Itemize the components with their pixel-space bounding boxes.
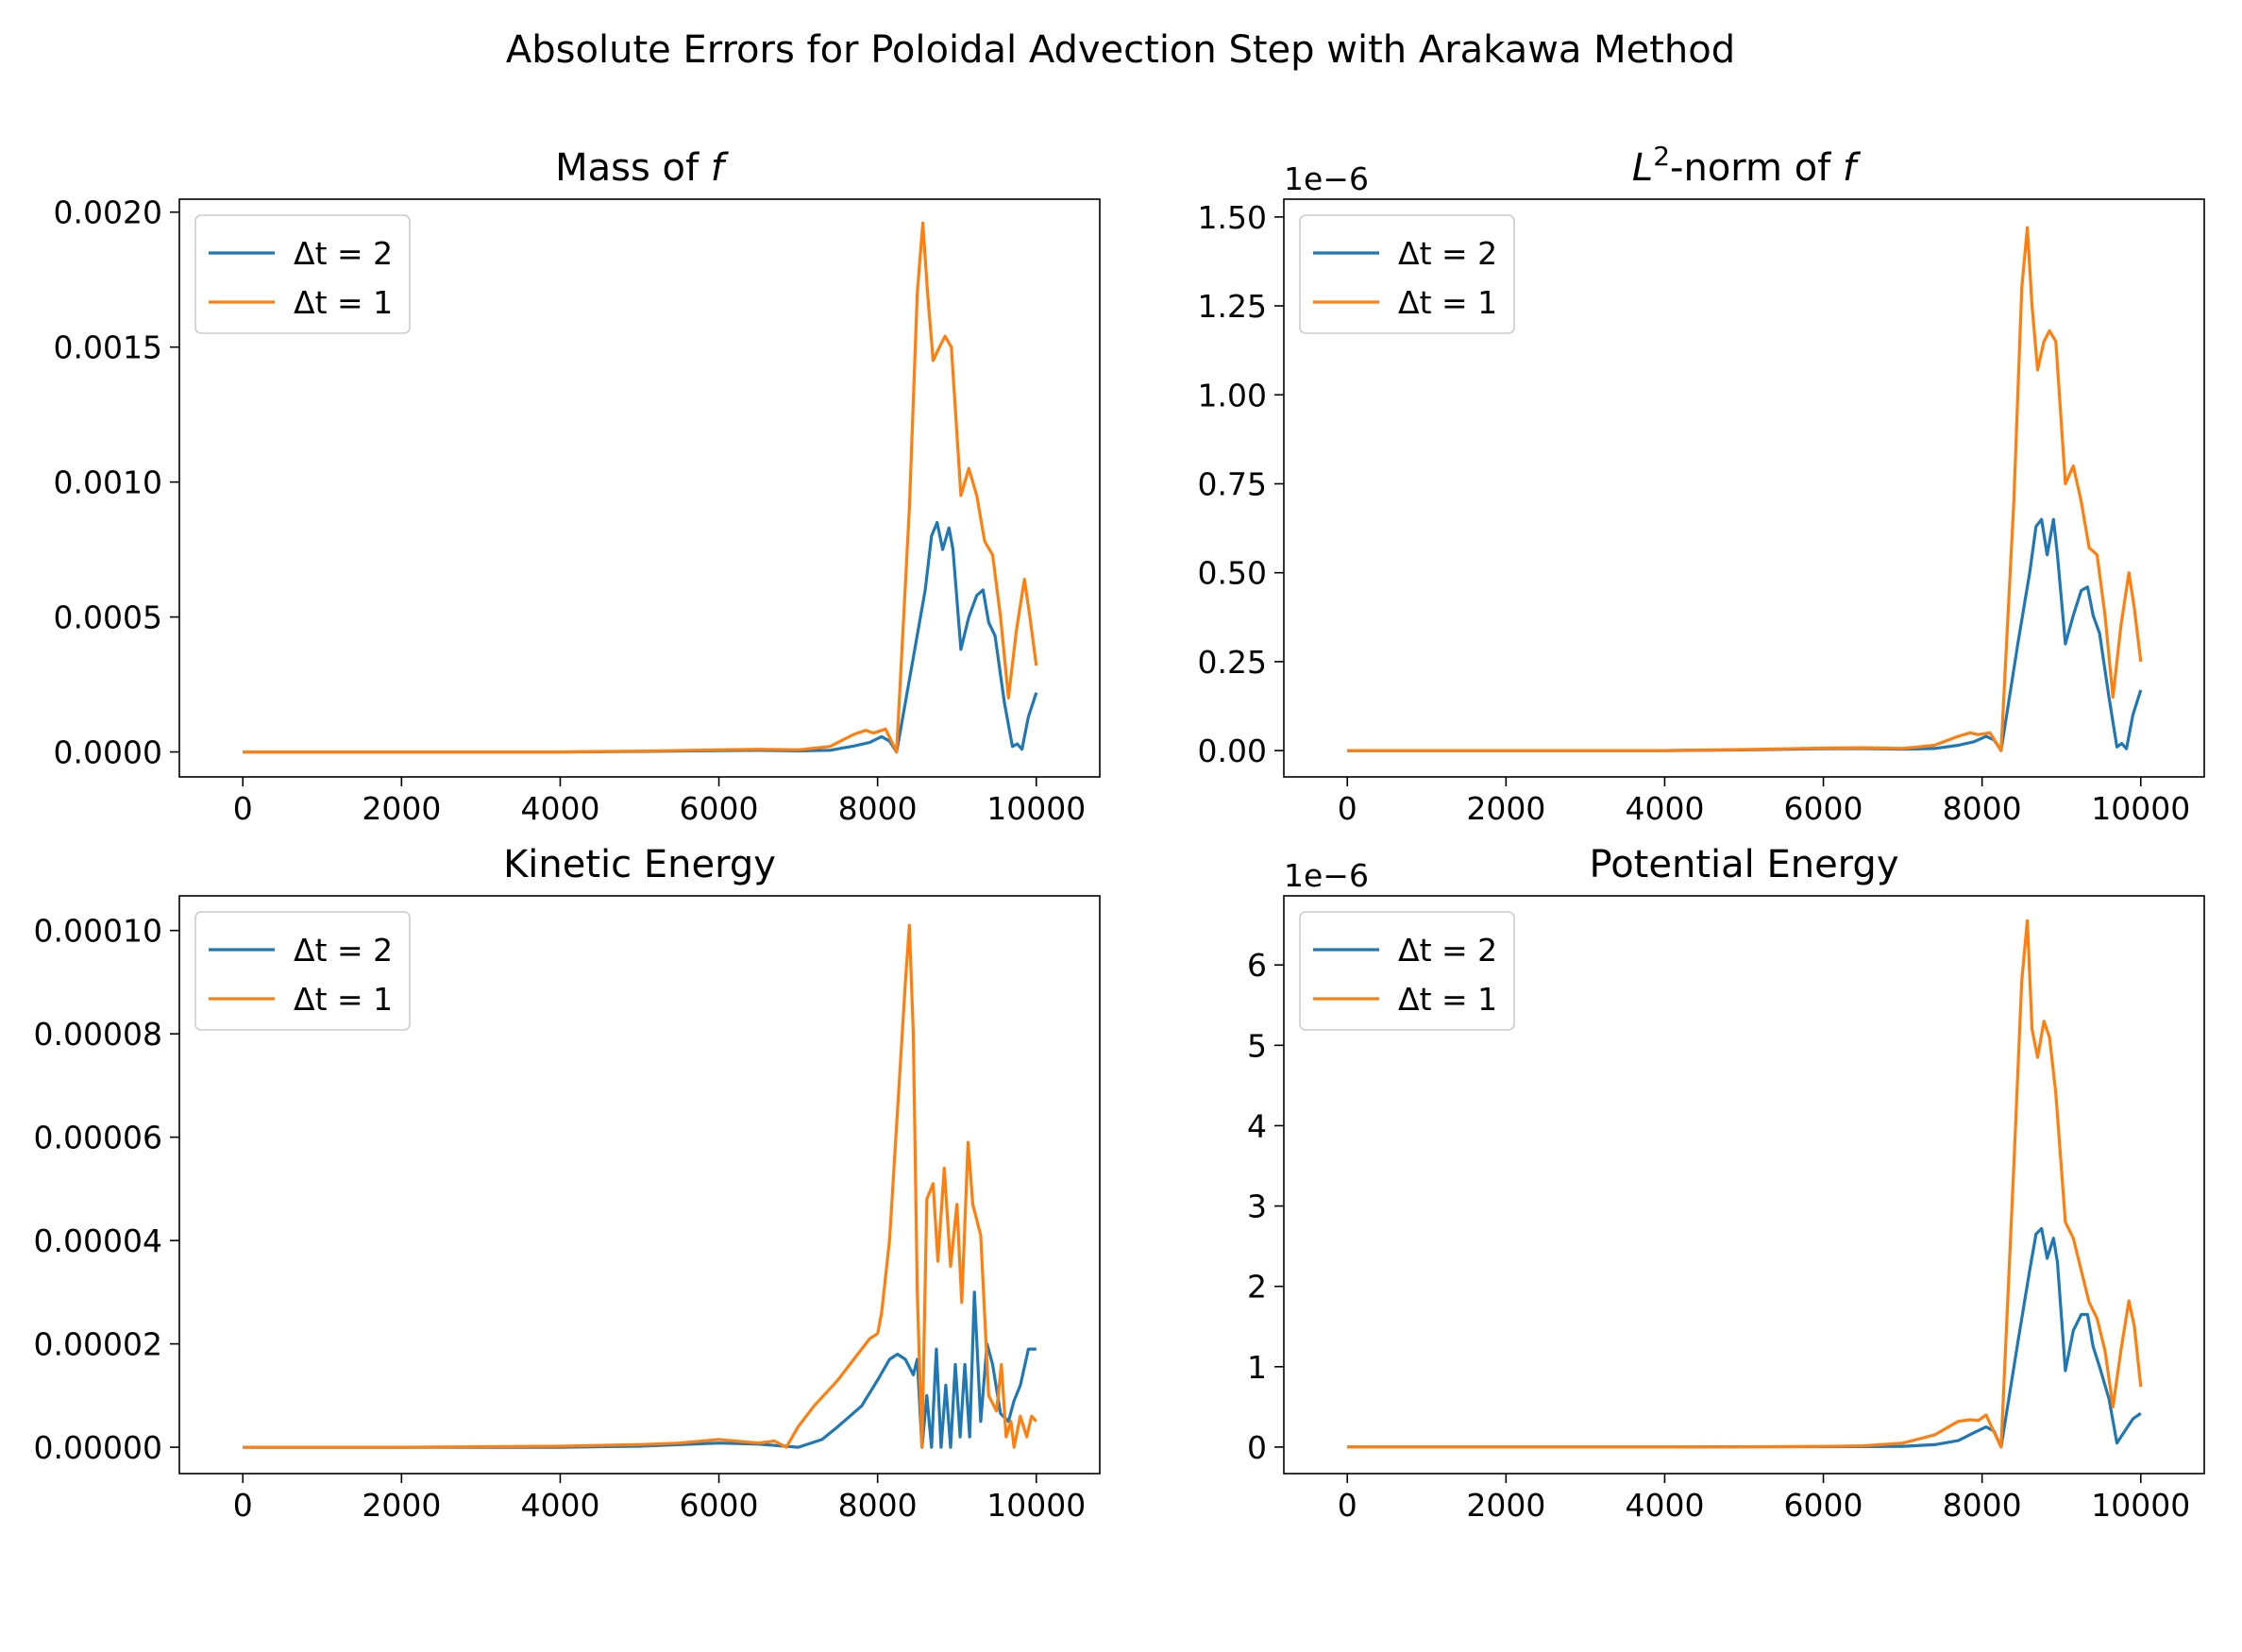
y-tick-label: 0.00004 bbox=[34, 1222, 162, 1259]
y-offset-text: 1e−6 bbox=[1284, 160, 1369, 197]
y-tick-label: 3 bbox=[1247, 1188, 1267, 1225]
y-tick-label: 1.00 bbox=[1198, 377, 1267, 413]
axes-frame bbox=[1283, 198, 2205, 778]
y-tick-label: 2 bbox=[1247, 1269, 1267, 1306]
x-tick-label: 2000 bbox=[1466, 1487, 1545, 1524]
y-tick-label: 0.0005 bbox=[54, 599, 162, 636]
series-line-dt1 bbox=[243, 221, 1038, 754]
legend-label-dt1: Δt = 1 bbox=[1398, 284, 1497, 321]
y-tick-label: 1.25 bbox=[1198, 288, 1267, 325]
legend-box bbox=[194, 911, 411, 1031]
x-tick-label: 2000 bbox=[362, 1487, 441, 1524]
subplot-title: Mass of f bbox=[555, 146, 730, 190]
y-tick-label: 0.00000 bbox=[34, 1429, 162, 1466]
series-line-dt1 bbox=[1347, 919, 2143, 1449]
y-tick-label: 0.00002 bbox=[34, 1326, 162, 1363]
y-tick-label: 4 bbox=[1247, 1107, 1267, 1144]
x-tick-label: 4000 bbox=[520, 1487, 599, 1524]
series-line-dt1 bbox=[1347, 226, 2143, 752]
legend-label-dt2: Δt = 2 bbox=[294, 932, 393, 969]
y-tick-label: 6 bbox=[1247, 947, 1267, 984]
y-tick-label: 0.00008 bbox=[34, 1016, 162, 1053]
x-tick-label: 6000 bbox=[1784, 1487, 1863, 1524]
y-tick-label: 0.25 bbox=[1198, 644, 1267, 681]
x-tick-label: 6000 bbox=[680, 1487, 759, 1524]
legend: Δt = 2 Δt = 1 bbox=[1299, 214, 1515, 334]
y-tick-label: 0 bbox=[1247, 1429, 1267, 1466]
y-tick-label: 0.50 bbox=[1198, 555, 1267, 592]
x-tick-label: 10000 bbox=[986, 1487, 1086, 1524]
y-tick-label: 1.50 bbox=[1198, 199, 1267, 236]
subplot-1: 0 2000 4000 6000 8000 10000 0.0000 0.0005 0.0010… bbox=[54, 146, 1101, 827]
series-line-dt2 bbox=[243, 1290, 1037, 1449]
legend-box bbox=[1299, 911, 1515, 1031]
y-offset-text: 1e−6 bbox=[1284, 857, 1369, 894]
x-tick-label: 8000 bbox=[1943, 790, 2022, 827]
axes-frame bbox=[1283, 895, 2205, 1475]
x-tick-label: 0 bbox=[1338, 1487, 1357, 1524]
y-tick-label: 0.00 bbox=[1198, 733, 1267, 769]
x-tick-label: 10000 bbox=[986, 790, 1086, 827]
subplot-title: Kinetic Energy bbox=[503, 843, 776, 886]
x-tick-label: 8000 bbox=[838, 790, 918, 827]
subplot-3: 0 2000 4000 6000 8000 10000 0.00000 0.00002 0.00… bbox=[34, 843, 1101, 1524]
legend-box bbox=[194, 214, 411, 334]
x-tick-label: 10000 bbox=[2091, 790, 2190, 827]
y-tick-label: 1 bbox=[1247, 1349, 1267, 1386]
legend-box bbox=[1299, 214, 1515, 334]
series-line-dt1 bbox=[243, 923, 1037, 1449]
axes-frame bbox=[178, 198, 1101, 778]
y-tick-label: 0.0010 bbox=[54, 464, 162, 501]
x-tick-label: 10000 bbox=[2091, 1487, 2190, 1524]
x-tick-label: 4000 bbox=[1625, 790, 1704, 827]
legend: Δt = 2 Δt = 1 bbox=[1299, 911, 1515, 1031]
figure-title: Absolute Errors for Poloidal Advection S… bbox=[506, 28, 1735, 72]
x-tick-label: 0 bbox=[233, 1487, 253, 1524]
legend-label-dt2: Δt = 2 bbox=[1398, 235, 1497, 272]
legend-label-dt2: Δt = 2 bbox=[294, 235, 393, 272]
legend-label-dt1: Δt = 1 bbox=[294, 981, 393, 1018]
legend-label-dt1: Δt = 1 bbox=[1398, 981, 1497, 1018]
axes-frame bbox=[178, 895, 1101, 1475]
x-tick-label: 2000 bbox=[1466, 790, 1545, 827]
subplot-2: 0 2000 4000 6000 8000 10000 0.00 0.25 0.50 0.75 1.… bbox=[1198, 141, 2205, 827]
x-tick-label: 8000 bbox=[1943, 1487, 2022, 1524]
y-tick-label: 5 bbox=[1247, 1027, 1267, 1064]
subplot-title: L2-norm of f bbox=[1632, 141, 1862, 190]
x-tick-label: 2000 bbox=[362, 790, 441, 827]
y-tick-label: 0.75 bbox=[1198, 465, 1267, 502]
legend: Δt = 2 Δt = 1 bbox=[194, 911, 411, 1031]
x-tick-label: 6000 bbox=[680, 790, 759, 827]
subplots: 0 2000 4000 6000 8000 100000.00000.00050.0010… bbox=[34, 141, 2205, 1524]
x-tick-label: 0 bbox=[233, 790, 253, 827]
subplot-4: 0 2000 4000 6000 8000 10000 0 1 2 3 4 5 6 1e−6 Potenti… bbox=[1247, 843, 2205, 1524]
x-tick-label: 8000 bbox=[838, 1487, 918, 1524]
x-tick-label: 4000 bbox=[520, 790, 599, 827]
subplot-title: Potential Energy bbox=[1590, 843, 1899, 886]
y-tick-label: 0.00010 bbox=[34, 913, 162, 950]
x-tick-label: 0 bbox=[1338, 790, 1357, 827]
y-tick-label: 0.0000 bbox=[54, 734, 162, 771]
legend: Δt = 2 Δt = 1 bbox=[194, 214, 411, 334]
y-tick-label: 0.0015 bbox=[54, 329, 162, 366]
legend-label-dt1: Δt = 1 bbox=[294, 284, 393, 321]
legend-label-dt2: Δt = 2 bbox=[1398, 932, 1497, 969]
x-tick-label: 6000 bbox=[1784, 790, 1863, 827]
y-tick-label: 0.0020 bbox=[54, 194, 162, 231]
y-tick-label: 0.00006 bbox=[34, 1120, 162, 1156]
x-tick-label: 4000 bbox=[1625, 1487, 1704, 1524]
